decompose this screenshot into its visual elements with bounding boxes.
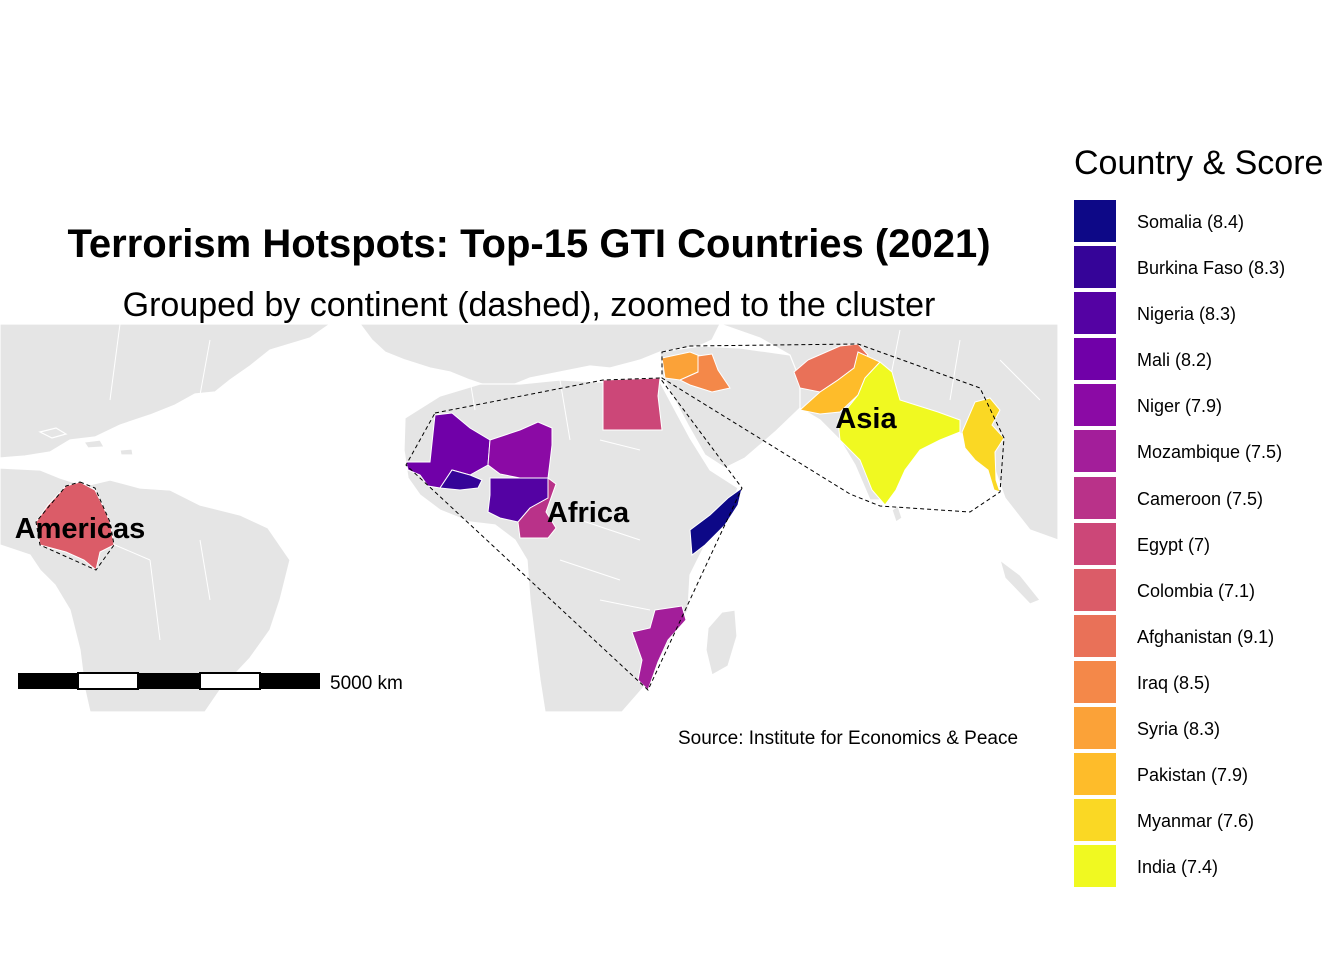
legend-label: Burkina Faso (8.3) bbox=[1137, 258, 1286, 279]
region-label-americas: Americas bbox=[15, 513, 146, 545]
legend-swatch bbox=[1074, 338, 1116, 381]
legend-swatch bbox=[1074, 246, 1116, 289]
legend-swatch bbox=[1074, 522, 1116, 565]
sumatra-land bbox=[998, 558, 1041, 605]
legend-swatch bbox=[1074, 753, 1116, 796]
map-title: Terrorism Hotspots: Top-15 GTI Countries… bbox=[67, 222, 991, 266]
legend-swatch bbox=[1074, 568, 1116, 611]
scale-segment-2 bbox=[77, 672, 139, 690]
legend-label: Nigeria (8.3) bbox=[1137, 304, 1237, 325]
hull-africa bbox=[405, 377, 743, 691]
caribbean-land bbox=[38, 427, 134, 456]
highlighted-countries bbox=[35, 343, 1005, 691]
legend-label: Pakistan (7.9) bbox=[1137, 765, 1249, 786]
legend-swatch bbox=[1074, 476, 1116, 519]
legend-label: India (7.4) bbox=[1137, 857, 1219, 878]
scale-bar-label: 5000 km bbox=[330, 673, 403, 694]
legend-label: Egypt (7) bbox=[1137, 534, 1211, 555]
country-niger[interactable] bbox=[487, 421, 553, 479]
continent-hulls bbox=[35, 343, 1005, 691]
map-subtitle: Grouped by continent (dashed), zoomed to… bbox=[122, 286, 936, 324]
country-somalia[interactable] bbox=[689, 486, 743, 556]
legend-label: Syria (8.3) bbox=[1137, 719, 1221, 740]
country-myanmar[interactable] bbox=[961, 397, 1005, 493]
legend-label: Iraq (8.5) bbox=[1137, 672, 1211, 693]
legend-label: Mozambique (7.5) bbox=[1137, 442, 1283, 463]
country-india[interactable] bbox=[837, 361, 961, 506]
sri-lanka-land bbox=[891, 505, 903, 523]
madagascar-land bbox=[705, 609, 738, 676]
legend-label: Somalia (8.4) bbox=[1137, 212, 1245, 232]
legend-swatch bbox=[1074, 384, 1116, 427]
legend-label: Colombia (7.1) bbox=[1137, 580, 1256, 601]
legend-label: Afghanistan (9.1) bbox=[1137, 626, 1275, 647]
country-egypt[interactable] bbox=[602, 377, 663, 431]
hull-americas bbox=[35, 481, 115, 571]
legend-swatch bbox=[1074, 200, 1116, 242]
source-caption: Source: Institute for Economics & Peace bbox=[678, 728, 1019, 749]
border-lines bbox=[79, 324, 1041, 641]
country-burkina-faso[interactable] bbox=[439, 469, 483, 491]
scale-segment-1 bbox=[18, 673, 78, 689]
region-label-asia: Asia bbox=[835, 403, 897, 435]
north-america-land bbox=[0, 324, 332, 459]
legend-swatch bbox=[1074, 660, 1116, 703]
scale-segment-4 bbox=[199, 672, 261, 690]
scale-segment-5 bbox=[260, 673, 320, 689]
country-iraq[interactable] bbox=[678, 353, 731, 393]
region-label-africa: Africa bbox=[547, 497, 630, 529]
scale-segment-3 bbox=[138, 673, 200, 689]
legend-label: Cameroon (7.5) bbox=[1137, 488, 1264, 509]
legend-swatch bbox=[1074, 799, 1116, 842]
legend-swatch bbox=[1074, 845, 1116, 888]
scale-bar bbox=[18, 672, 320, 690]
legend-title: Country & Score bbox=[1074, 144, 1324, 182]
country-colombia[interactable] bbox=[35, 481, 115, 571]
country-cameroon[interactable] bbox=[517, 477, 557, 539]
hull-asia bbox=[661, 343, 1005, 513]
legend-label: Mali (8.2) bbox=[1137, 350, 1213, 371]
legend-label: Niger (7.9) bbox=[1137, 396, 1223, 417]
legend-swatch bbox=[1074, 707, 1116, 750]
map-panel: Americas Africa Asia bbox=[0, 324, 1058, 712]
legend-swatch bbox=[1074, 614, 1116, 657]
legend-swatch bbox=[1074, 430, 1116, 473]
legend-label: Myanmar (7.6) bbox=[1137, 811, 1255, 832]
legend-swatch bbox=[1074, 292, 1116, 335]
